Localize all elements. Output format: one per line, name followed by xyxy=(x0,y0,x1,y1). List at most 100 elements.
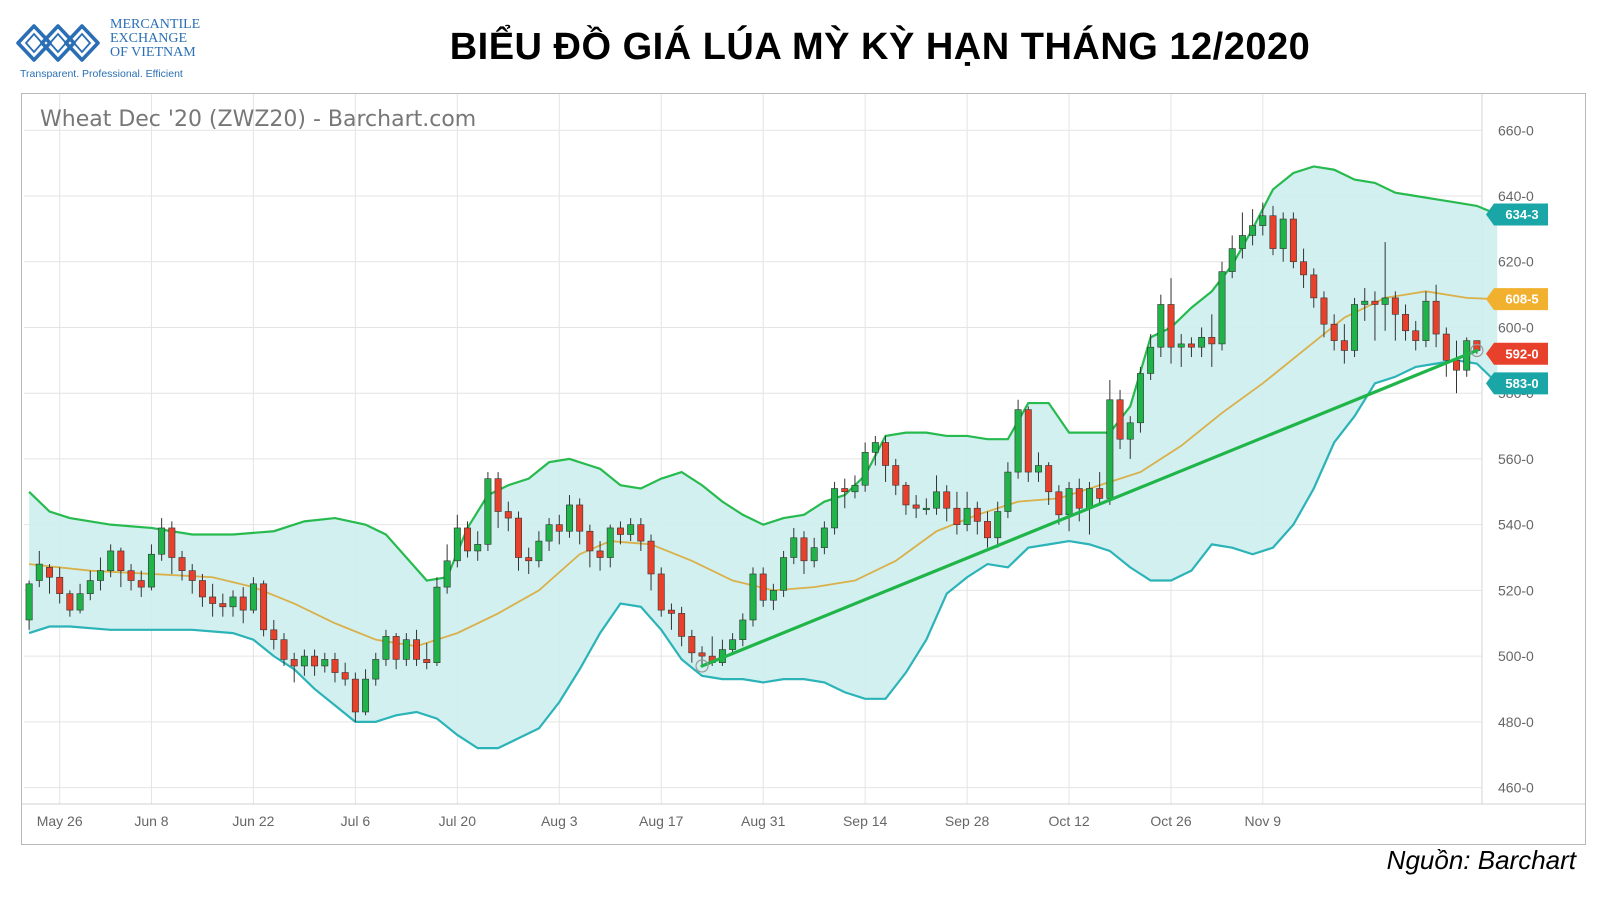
candle xyxy=(943,485,951,522)
candle xyxy=(729,633,737,653)
candle-body xyxy=(1442,333,1450,361)
y-tick-label: 640-0 xyxy=(1498,188,1534,204)
candle xyxy=(402,633,410,666)
candle-body xyxy=(555,524,563,532)
candle xyxy=(861,442,869,492)
candle-body xyxy=(780,557,788,591)
candle xyxy=(820,521,828,555)
candle-body xyxy=(413,639,420,660)
candle-body xyxy=(698,652,706,657)
candle xyxy=(46,564,53,594)
candle-body xyxy=(1004,471,1012,512)
candle xyxy=(984,511,991,548)
candle-body xyxy=(341,672,349,680)
candle-body xyxy=(1035,465,1042,473)
candle-body xyxy=(1351,304,1359,351)
candle-body xyxy=(158,527,166,555)
candle xyxy=(117,547,125,588)
candle-body xyxy=(168,527,176,558)
candle-body xyxy=(331,659,339,673)
candle xyxy=(311,649,319,676)
candle xyxy=(1055,485,1063,525)
candle-body xyxy=(973,507,981,522)
candle-body xyxy=(1238,235,1246,249)
candle-body xyxy=(841,488,849,493)
candle xyxy=(362,669,370,716)
candle-body xyxy=(311,655,319,667)
bollinger-upper-line xyxy=(28,165,1498,582)
candle xyxy=(1157,294,1165,358)
price-tag: 592-0 xyxy=(1486,342,1548,365)
candle-body xyxy=(1065,488,1073,516)
candle-body xyxy=(1269,215,1277,249)
price-tag-label: 634-3 xyxy=(1505,207,1538,222)
candle xyxy=(953,491,961,535)
candle-body xyxy=(963,507,971,525)
candle-body xyxy=(178,557,186,571)
candle xyxy=(698,646,706,666)
candle-body xyxy=(1167,304,1175,348)
page-title: BIỂU ĐỒ GIÁ LÚA MỲ KỲ HẠN THÁNG 12/2020 xyxy=(449,26,1311,68)
candle xyxy=(1259,202,1267,236)
x-tick-label: Oct 12 xyxy=(1048,813,1089,829)
candle xyxy=(331,652,339,683)
candle-body xyxy=(1106,399,1114,499)
candle-body xyxy=(1014,409,1022,473)
y-tick-label: 460-0 xyxy=(1498,780,1534,796)
candle-body xyxy=(861,452,869,486)
candle xyxy=(1218,261,1226,351)
logo-diamond-icon xyxy=(16,24,100,62)
candle-body xyxy=(1300,261,1308,276)
candle-body xyxy=(249,583,257,611)
y-tick-label: 600-0 xyxy=(1498,319,1534,335)
candle xyxy=(963,491,971,532)
candle-body xyxy=(902,484,910,506)
candle xyxy=(627,518,635,542)
candle-body xyxy=(504,511,512,519)
candle-body xyxy=(1402,314,1409,332)
candle xyxy=(759,567,767,607)
candle xyxy=(769,583,777,611)
candle xyxy=(290,652,298,683)
price-tag-shape xyxy=(1486,288,1548,311)
candle xyxy=(1167,278,1175,364)
candle-body xyxy=(56,576,64,594)
candle-body xyxy=(464,527,471,552)
candle xyxy=(1310,268,1318,308)
candle xyxy=(494,472,502,528)
candle-body xyxy=(1177,343,1185,348)
candle xyxy=(484,472,492,551)
candle xyxy=(616,521,624,545)
y-tick-label: 660-0 xyxy=(1498,122,1534,138)
x-tick-label: Sep 28 xyxy=(945,813,990,829)
candle xyxy=(188,564,196,594)
candle-body xyxy=(627,524,635,535)
candle-body xyxy=(188,570,196,581)
candle-body xyxy=(586,530,594,552)
candle-body xyxy=(943,491,951,509)
candle-body xyxy=(831,488,839,529)
candle-body xyxy=(474,544,482,552)
candle-body xyxy=(321,659,329,667)
candle-body xyxy=(280,639,288,660)
moving-average-line xyxy=(29,290,1498,648)
candle-body xyxy=(290,659,298,667)
candle xyxy=(1289,212,1297,269)
candle xyxy=(555,514,563,545)
candle xyxy=(973,501,981,535)
trendline-anchor-start xyxy=(695,659,709,673)
candle-body xyxy=(851,484,859,493)
candle xyxy=(586,524,594,568)
candle xyxy=(198,573,206,607)
candle-body xyxy=(107,550,115,571)
candle xyxy=(1136,366,1144,433)
candle-body xyxy=(1371,300,1379,305)
candle-body xyxy=(1126,422,1134,440)
candle xyxy=(912,495,920,519)
candle xyxy=(76,583,84,614)
candle-body xyxy=(1116,399,1124,440)
price-tag: 634-3 xyxy=(1486,203,1548,226)
candle xyxy=(86,570,94,601)
source-caption: Nguồn: Barchart xyxy=(1386,845,1576,875)
candle-body xyxy=(433,586,441,663)
